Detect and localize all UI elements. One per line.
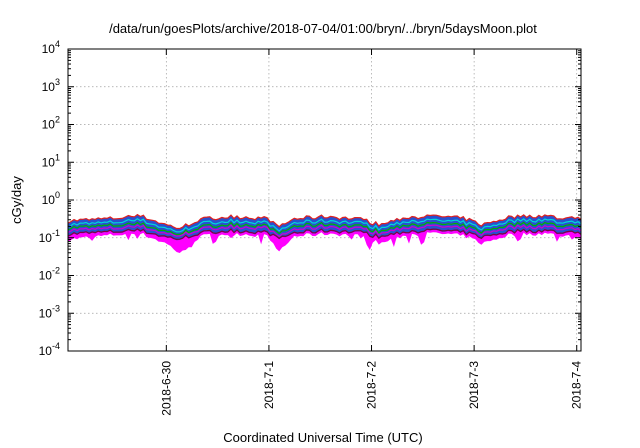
y-axis-label: cGy/day (9, 176, 24, 224)
x-tick-label: 2018-7-3 (467, 361, 481, 409)
bottom-line (67, 228, 582, 241)
y-tick-label-base: 10 (42, 80, 56, 94)
y-tick-label-base: 10 (39, 231, 53, 245)
grid (68, 49, 581, 351)
y-tick-label: 10-2 (39, 266, 60, 283)
y-tick-label-base: 10 (39, 306, 53, 320)
x-tick-label: 2018-7-2 (365, 361, 379, 409)
x-tick-labels: 2018-6-30 2018-7-1 2018-7-2 2018-7-3 2018-7-… (159, 361, 583, 416)
y-tick-label-exponent: -1 (52, 228, 60, 238)
x-axis-label: Coordinated Universal Time (UTC) (223, 430, 422, 445)
y-tick-label: 101 (42, 152, 60, 169)
y-tick-label-base: 10 (39, 344, 53, 358)
y-tick-label-exponent: 2 (55, 115, 60, 125)
x-tick-label: 2018-6-30 (159, 361, 173, 416)
y-tick-label-exponent: 0 (55, 190, 60, 200)
y-tick-label: 10-1 (39, 228, 60, 245)
y-tick-label: 104 (42, 39, 60, 56)
y-tick-label-base: 10 (42, 193, 56, 207)
cyan-line (67, 217, 582, 233)
y-tick-label: 10-4 (39, 341, 60, 358)
data-series (67, 213, 582, 253)
y-tick-label: 102 (42, 115, 60, 132)
y-tick-label-base: 10 (42, 155, 56, 169)
y-tick-label-exponent: 1 (55, 152, 60, 162)
magenta-line (67, 224, 582, 238)
y-tick-label-exponent: -4 (52, 341, 60, 351)
axis-ticks (68, 48, 581, 352)
y-tick-label-base: 10 (42, 42, 56, 56)
y-tick-label-exponent: -2 (52, 266, 60, 276)
y-tick-label: 103 (42, 77, 60, 94)
y-tick-label-base: 10 (42, 118, 56, 132)
top-line (67, 213, 582, 230)
green-line (67, 221, 582, 236)
y-tick-label-base: 10 (39, 269, 53, 283)
chart-title: /data/run/goesPlots/archive/2018-07-04/0… (109, 21, 537, 36)
y-tick-label-exponent: 3 (55, 77, 60, 87)
x-tick-label: 2018-7-4 (570, 361, 584, 409)
x-tick-label: 2018-7-1 (262, 361, 276, 409)
y-tick-label: 100 (42, 190, 60, 207)
y-tick-label: 10-3 (39, 303, 60, 320)
y-tick-label-exponent: -3 (52, 303, 60, 313)
y-tick-label-exponent: 4 (55, 39, 60, 49)
